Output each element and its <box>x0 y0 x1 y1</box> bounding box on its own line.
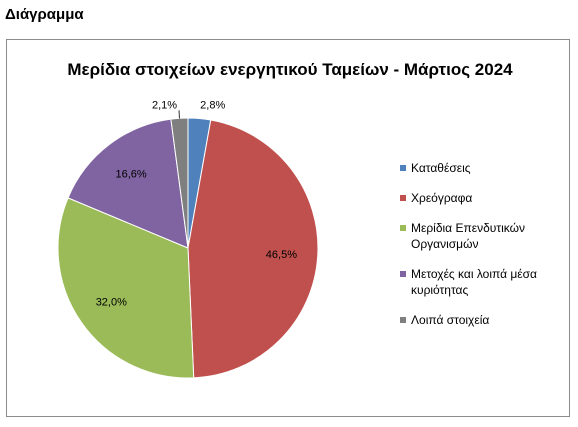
data-label-deposits: 2,8% <box>200 100 225 112</box>
legend-swatch <box>400 165 406 171</box>
legend-label: Λοιπά στοιχεία <box>411 313 490 327</box>
legend-label: Χρεόγραφα <box>411 191 473 205</box>
section-heading: Διάγραμμα <box>5 6 84 23</box>
legend-item-deposits: Καταθέσεις <box>400 160 570 176</box>
legend-swatch <box>400 225 406 231</box>
chart-title: Μερίδια στοιχείων ενεργητικού Ταμείων - … <box>67 60 513 79</box>
pie-slice-fund-shares <box>57 197 195 379</box>
legend-item-securities: Χρεόγραφα <box>400 190 570 206</box>
legend-swatch <box>400 195 406 201</box>
legend-swatch <box>400 317 406 323</box>
data-label-fund-shares: 32,0% <box>96 297 127 309</box>
pie-slice-equities <box>67 118 189 249</box>
legend-item-other: Λοιπά στοιχεία <box>400 312 570 328</box>
legend-item-fund-shares: Μερίδια Επενδυτικών Οργανισμών <box>400 220 570 252</box>
legend-label: Μετοχές και λοιπά μέσα κυριότητας <box>411 267 537 297</box>
data-label-other: 2,1% <box>152 99 177 111</box>
legend-item-equities: Μετοχές και λοιπά μέσα κυριότητας <box>400 266 570 298</box>
data-label-equities: 16,6% <box>115 169 146 181</box>
legend-swatch <box>400 271 406 277</box>
chart-legend: Καταθέσεις Χρεόγραφα Μερίδια Επενδυτικών… <box>400 160 570 342</box>
pie-slice-securities <box>187 119 319 379</box>
data-label-securities: 46,5% <box>266 249 297 261</box>
legend-label: Καταθέσεις <box>411 161 471 175</box>
legend-label: Μερίδια Επενδυτικών Οργανισμών <box>411 221 525 251</box>
